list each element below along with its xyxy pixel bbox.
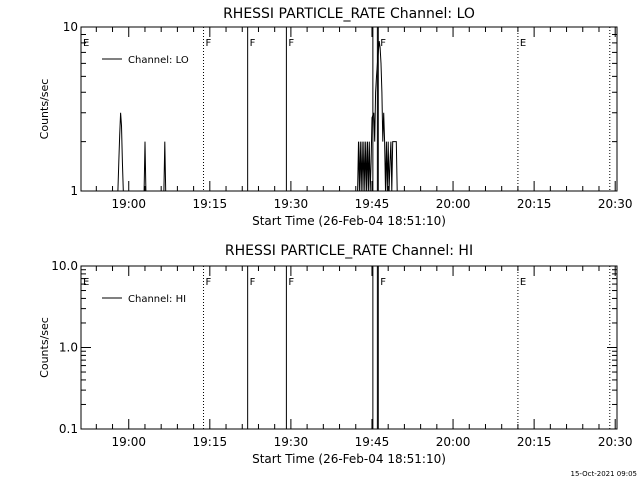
x-tick-label: 20:30: [598, 197, 633, 211]
timestamp: 15-Oct-2021 09:05: [571, 470, 637, 478]
event-marker-label: F: [250, 277, 256, 288]
x-tick-label: 19:45: [355, 197, 390, 211]
event-marker-label: F: [288, 38, 294, 49]
x-tick-label: 19:00: [111, 197, 146, 211]
event-marker-label: F: [250, 38, 256, 49]
event-marker-label: F: [380, 38, 386, 49]
event-marker-label: E: [520, 277, 526, 288]
x-tick-label: 20:00: [436, 197, 471, 211]
event-marker-label: F: [380, 277, 386, 288]
legend-entry: Channel: LO: [128, 55, 189, 66]
chart-title: RHESSI PARTICLE_RATE Channel: HI: [225, 243, 473, 259]
x-tick-label: 19:15: [193, 435, 228, 449]
y-tick-label: 0.1: [59, 422, 78, 436]
series-line: [117, 41, 398, 192]
chart-title: RHESSI PARTICLE_RATE Channel: LO: [223, 6, 475, 22]
x-tick-label: 19:00: [111, 435, 146, 449]
x-tick-label: 20:15: [517, 435, 552, 449]
event-marker-label: F: [206, 277, 212, 288]
y-tick-label: 1.0: [59, 341, 78, 355]
x-axis-label: Start Time (26-Feb-04 18:51:10): [252, 452, 446, 466]
x-tick-label: 19:15: [193, 197, 228, 211]
y-tick-label: 10: [63, 20, 78, 34]
event-marker-label: E: [83, 38, 89, 49]
event-marker-label: E: [520, 38, 526, 49]
x-tick-label: 20:30: [598, 435, 633, 449]
y-axis-label: Counts/sec: [38, 79, 51, 140]
x-tick-label: 20:00: [436, 435, 471, 449]
x-axis-label: Start Time (26-Feb-04 18:51:10): [252, 214, 446, 228]
x-tick-label: 19:30: [274, 435, 309, 449]
x-tick-label: 20:15: [517, 197, 552, 211]
plot-frame: [80, 26, 618, 192]
event-marker-label: F: [288, 277, 294, 288]
event-marker-label: E: [83, 277, 89, 288]
x-tick-label: 19:45: [355, 435, 390, 449]
y-tick-label: 1: [70, 184, 78, 198]
event-marker-label: F: [206, 38, 212, 49]
y-tick-label: 10.0: [51, 259, 78, 273]
plot-frame: [80, 265, 618, 430]
legend-entry: Channel: HI: [128, 294, 186, 305]
x-tick-label: 19:30: [274, 197, 309, 211]
y-axis-label: Counts/sec: [38, 317, 51, 378]
